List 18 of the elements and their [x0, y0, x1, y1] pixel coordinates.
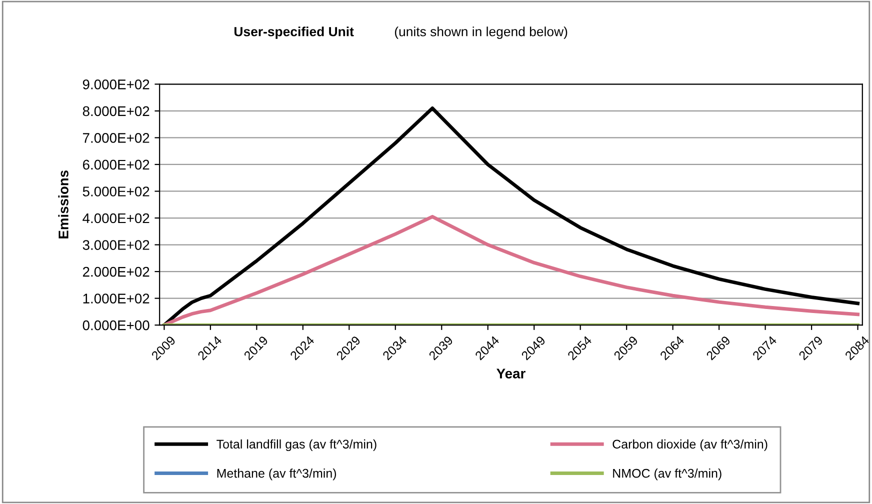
y-tick-label: 7.000E+02 [82, 133, 150, 143]
legend-label: Total landfill gas (av ft^3/min) [216, 439, 376, 452]
chart-subtitle: (units shown in legend below) [394, 26, 568, 39]
legend-label: Methane (av ft^3/min) [217, 468, 336, 480]
y-tick-label: 5.000E+02 [82, 186, 150, 196]
y-axis-title: Emissions [58, 170, 68, 238]
legend-label: Carbon dioxide (av ft^3/min) [612, 439, 768, 452]
y-tick-label: 2.000E+02 [82, 266, 150, 277]
y-tick-label: 8.000E+02 [82, 106, 150, 116]
x-axis-title: Year [496, 368, 526, 378]
chart-title: User-specified Unit [234, 26, 354, 39]
y-tick-label: 1.000E+02 [83, 294, 150, 304]
y-tick-label: 3.000E+02 [82, 240, 150, 250]
y-tick-label: 6.000E+02 [82, 160, 150, 170]
legend-label: NMOC (av ft^3/min) [613, 468, 722, 480]
y-tick-label: 0.000E+00 [82, 320, 150, 330]
y-tick-label: 9.000E+02 [82, 80, 150, 90]
y-tick-label: 4.000E+02 [82, 213, 150, 224]
